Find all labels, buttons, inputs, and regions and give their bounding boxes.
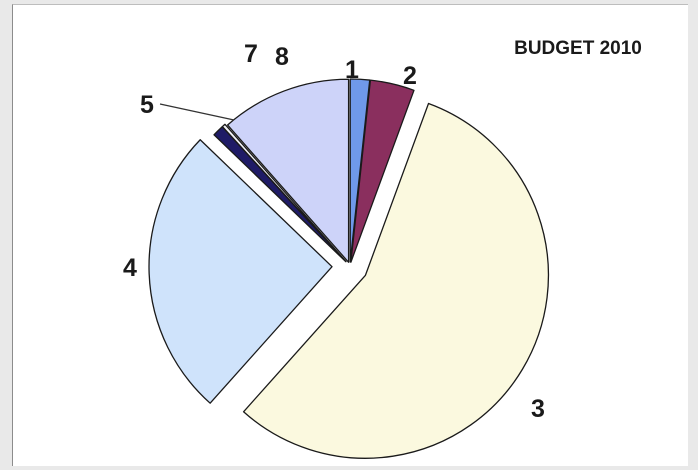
pie-slices: [148, 78, 550, 459]
slice-label-1: 1: [345, 56, 359, 84]
slice-label-5: 5: [140, 91, 154, 119]
slice-label-2: 2: [403, 62, 417, 90]
slice-label-7: 7: [244, 40, 258, 68]
slice-label-8: 8: [275, 43, 289, 71]
pie-slice-3: [242, 102, 550, 459]
slice-label-4: 4: [123, 254, 137, 282]
pie-slice-4: [148, 139, 333, 404]
pie-slice-2: [350, 79, 415, 263]
leader-line-slice-5: [159, 103, 235, 121]
pie-slice-1: [349, 78, 371, 263]
slice-label-3: 3: [531, 395, 545, 423]
pie-slice-7: [221, 123, 347, 263]
pie-labels: 1 2 3 4 5 7 8: [123, 40, 545, 423]
chart-title: BUDGET 2010: [514, 38, 642, 59]
